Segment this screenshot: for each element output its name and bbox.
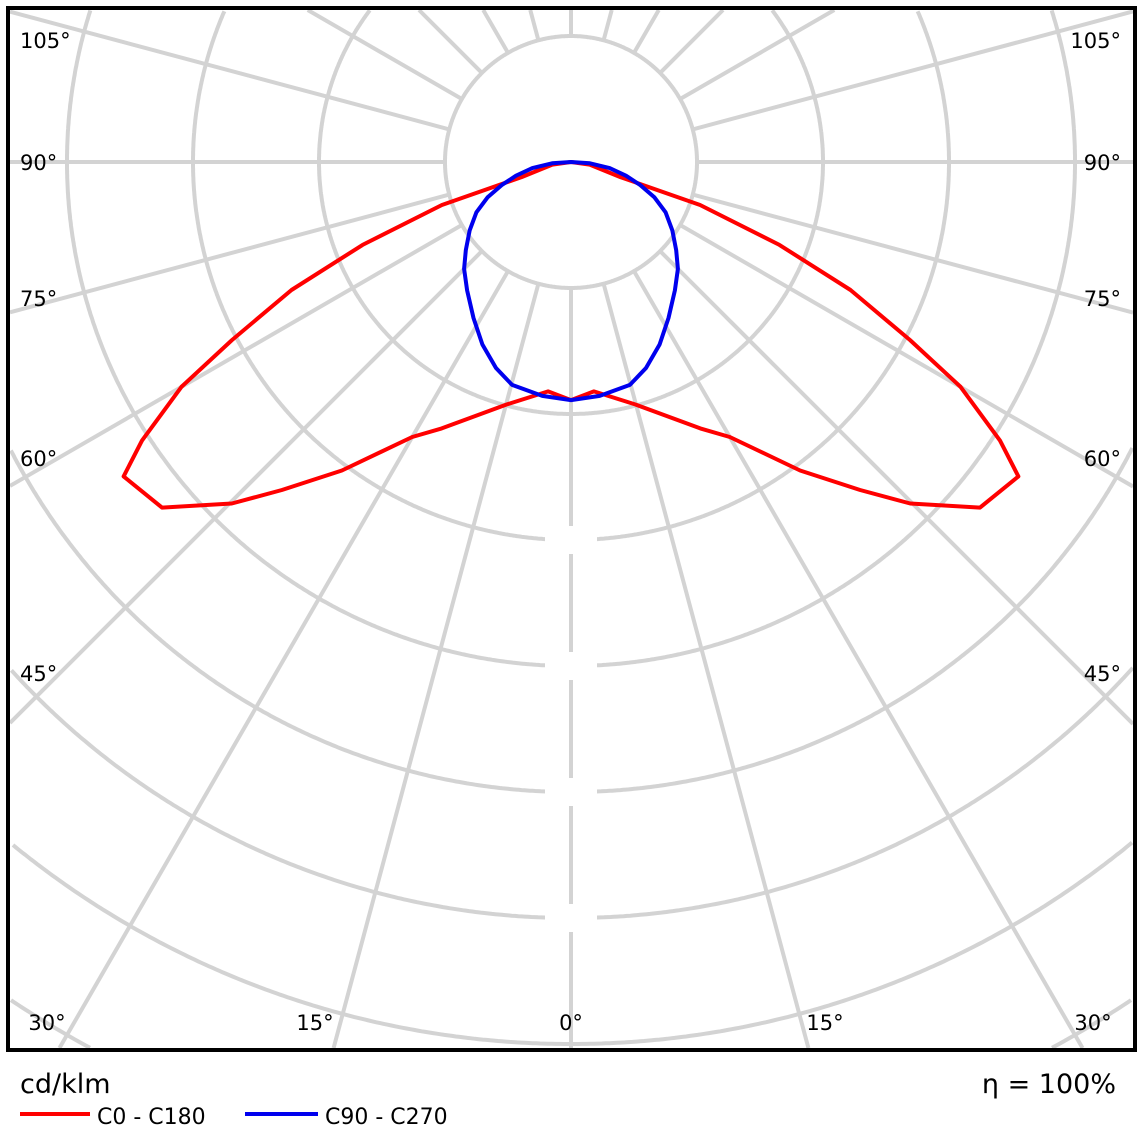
grid-spoke-30 [632,270,1085,1048]
grid-spoke--45 [10,249,484,725]
tick-right-75: 75° [1084,287,1121,311]
tick-left-60: 60° [20,447,57,471]
grid-spoke--15 [331,283,541,1048]
tick-left-45: 45° [20,662,57,686]
grid-ring-8 [10,998,1133,1048]
tick-left-90: 90° [20,151,57,175]
tick-bottom-15-right: 15° [806,1011,843,1035]
grid-spoke--120 [306,10,463,101]
grid-spoke--75 [10,192,450,315]
legend-label-c0-c180: C0 - C180 [97,1105,206,1130]
tick-bottom-30-left: 30° [28,1011,65,1035]
tick-bottom-30-right: 30° [1074,1011,1111,1035]
grid-spoke-45 [658,249,1133,726]
polar-grid [10,10,1133,1048]
scale-gap-4 [545,652,597,680]
grid-ring-2 [317,10,825,416]
grid-spoke-60 [679,223,1133,489]
tick-right-105: 105° [1070,29,1121,53]
tick-right-60: 60° [1084,447,1121,471]
grid-spoke--135 [417,10,484,75]
tick-right-45: 45° [1084,662,1121,686]
grid-ring-6 [10,666,1133,920]
grid-spoke-135 [658,10,725,75]
grid-ring-3 [191,10,951,542]
grid-ring-7 [11,841,1133,1046]
tick-left-75: 75° [20,287,57,311]
efficiency-label: η = 100% [982,1069,1116,1100]
grid-spoke-105 [692,10,1133,132]
chart-frame [6,6,1137,1052]
grid-spoke-150 [632,10,661,54]
grid-spoke-165 [601,10,614,41]
grid-ring-5 [10,447,1133,794]
grid-spoke--60 [10,223,463,488]
grid-spoke-75 [692,192,1133,315]
tick-bottom-15-left: 15° [296,1011,333,1035]
grid-spoke-120 [679,10,836,101]
scale-label-gaps [545,526,597,932]
scale-gap-5 [545,778,597,806]
scale-gap-3 [545,526,597,554]
tick-right-90: 90° [1084,151,1121,175]
curves [121,160,1021,510]
curve-c90-c270 [462,160,680,403]
grid-spoke--105 [10,10,450,132]
grid-spoke--150 [481,10,510,54]
grid-spoke-15 [601,283,811,1048]
unit-label: cd/klm [20,1069,111,1100]
scale-gap-6 [545,904,597,932]
grid-spoke--165 [528,10,541,41]
grid-ring-4 [65,10,1077,668]
grid-spoke--30 [57,270,510,1048]
tick-left-105: 105° [20,29,71,53]
legend-label-c90-c270: C90 - C270 [325,1105,448,1130]
tick-bottom-0: 0° [559,1011,583,1035]
